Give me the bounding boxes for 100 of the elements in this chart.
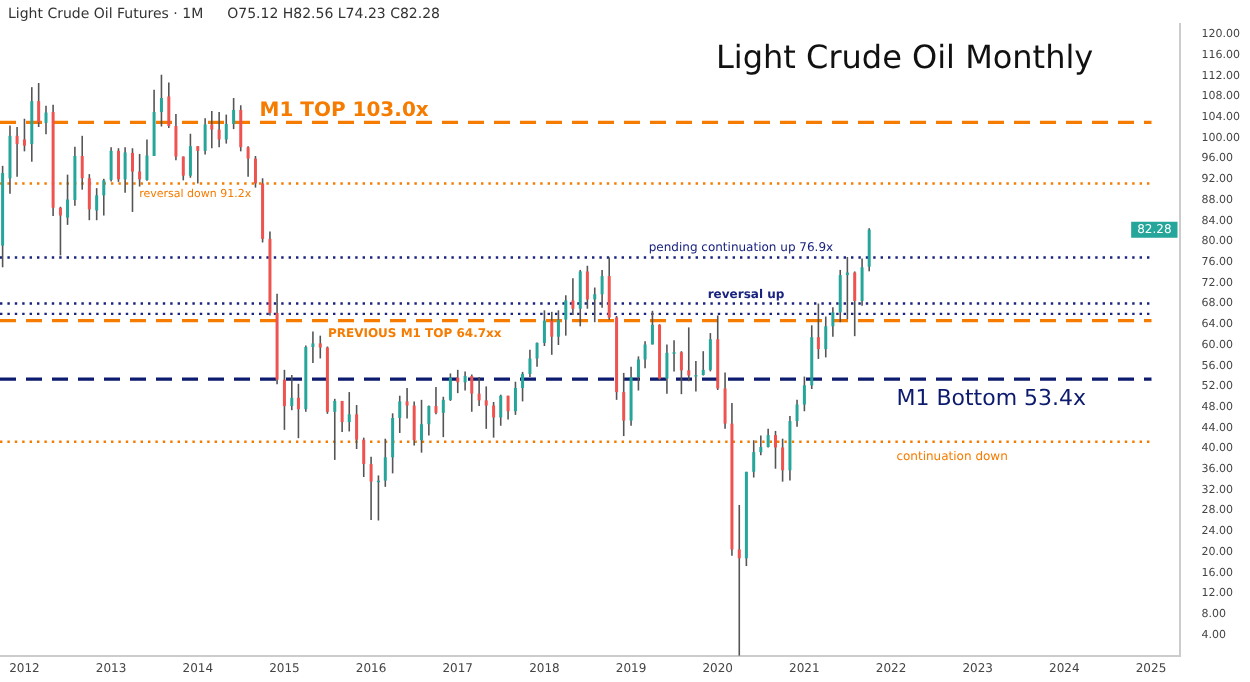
candlestick [513, 380, 517, 416]
candlestick [484, 385, 488, 430]
candlestick [333, 398, 337, 461]
candlestick [130, 147, 134, 213]
candlestick [550, 311, 554, 356]
candlestick [311, 330, 315, 364]
candlestick [66, 173, 70, 226]
candlestick [30, 86, 34, 163]
candlestick [282, 369, 286, 431]
candlestick [708, 332, 712, 373]
candlestick [687, 326, 691, 383]
candlestick [802, 375, 806, 413]
candlestick [167, 81, 171, 129]
candlestick [556, 309, 560, 346]
candlestick [650, 310, 654, 346]
candlestick [607, 256, 611, 321]
candlestick [340, 400, 344, 433]
candlestick [643, 340, 647, 370]
candlestick [253, 155, 257, 189]
candlestick [290, 374, 294, 412]
candlestick [383, 437, 387, 488]
candlestick [448, 372, 452, 402]
candlestick [694, 360, 698, 393]
candlestick [347, 391, 351, 433]
candlestick [434, 386, 438, 416]
candlestick [441, 395, 445, 438]
candlestick [593, 286, 597, 323]
candlestick [362, 436, 366, 478]
candlestick [867, 227, 871, 273]
candlestick [73, 145, 77, 207]
candlestick [427, 404, 431, 437]
candlestick [845, 256, 849, 320]
candlestick [239, 104, 243, 153]
candlestick [152, 88, 156, 157]
candlestick [188, 132, 192, 179]
candlestick [196, 145, 200, 185]
candlestick [737, 504, 741, 657]
ref-line-label: M1 Bottom 53.4x [896, 385, 1088, 412]
candlestick [224, 113, 228, 145]
candlestick [138, 153, 142, 188]
candlestick [116, 147, 120, 183]
candlestick [752, 439, 756, 479]
candlestick [470, 373, 474, 413]
candlestick [412, 400, 416, 447]
candlestick [246, 145, 250, 178]
candlestick [528, 348, 532, 378]
candlestick [795, 399, 799, 428]
candlestick [499, 393, 503, 427]
candlestick [22, 117, 26, 153]
candlestick [636, 355, 640, 392]
candlestick [860, 257, 864, 307]
candlestick [853, 270, 857, 337]
candlestick [210, 110, 214, 150]
candlestick [405, 387, 409, 420]
candlestick [15, 126, 19, 178]
candlestick [296, 383, 300, 439]
ref-line-label: M1 TOP 103.0x [259, 100, 430, 123]
candlestick [174, 113, 178, 161]
candlestick [159, 73, 163, 128]
candlestick [203, 117, 207, 156]
candlestick [672, 339, 676, 373]
candlestick [123, 146, 127, 194]
candlestick [723, 371, 727, 430]
candlestick [318, 334, 322, 360]
candlestick [578, 269, 582, 328]
text: Light Crude Oil Monthly [716, 38, 1094, 76]
candlestick [701, 350, 705, 377]
candlestick [217, 111, 221, 149]
candlestick [145, 138, 149, 182]
candlestick [816, 302, 820, 360]
candlestick [824, 315, 828, 359]
candlestick [535, 341, 539, 368]
candlestick [622, 372, 626, 437]
candlestick [420, 399, 424, 454]
candlestick [355, 404, 359, 450]
candlestick [463, 370, 467, 392]
candlestick [585, 264, 589, 310]
candlestick [600, 269, 604, 309]
candlestick [232, 97, 236, 130]
candlestick [781, 437, 785, 483]
candlestick [391, 412, 395, 475]
candlestick [8, 124, 12, 195]
candlestick [37, 82, 41, 128]
candlestick [679, 350, 683, 395]
candlestick [102, 177, 106, 217]
candlestick [629, 365, 633, 427]
candlestick [369, 456, 373, 521]
candlestick [95, 187, 99, 222]
candlestick [44, 105, 48, 136]
candlestick [477, 376, 481, 407]
candlestick [398, 394, 402, 434]
candlestick [759, 434, 763, 457]
candlestick [87, 173, 91, 222]
candlestick [542, 309, 546, 347]
candlestick [109, 146, 113, 183]
candlestick [564, 294, 568, 337]
candlestick [571, 277, 575, 316]
candlestick [492, 401, 496, 439]
candlestick [665, 343, 669, 395]
candlestick [58, 205, 62, 257]
